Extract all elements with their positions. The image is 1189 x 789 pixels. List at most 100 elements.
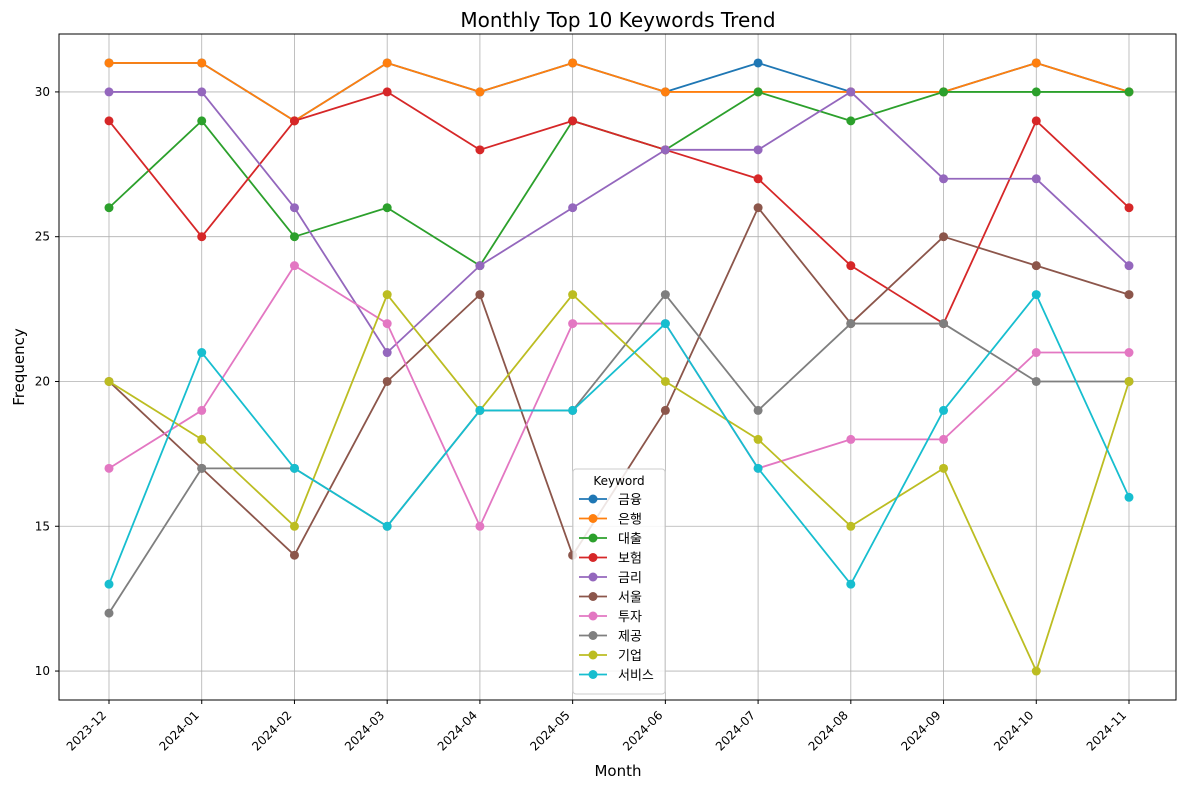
y-tick-label: 30 <box>35 85 50 99</box>
data-point <box>753 463 763 473</box>
legend-item: 제공 <box>579 630 642 645</box>
legend-marker <box>588 670 598 679</box>
data-point <box>289 521 299 531</box>
legend-label: 대출 <box>618 532 642 547</box>
data-point <box>289 261 299 271</box>
data-point <box>939 405 949 415</box>
legend-item: 금리 <box>579 571 642 586</box>
data-point <box>104 203 114 213</box>
legend-item: 기업 <box>579 649 642 664</box>
data-point <box>753 145 763 155</box>
data-point <box>1031 376 1041 386</box>
data-point <box>382 521 392 531</box>
data-point <box>1031 261 1041 271</box>
y-tick-label: 15 <box>35 519 50 533</box>
data-point <box>846 579 856 589</box>
legend-label: 보험 <box>618 552 642 567</box>
data-point <box>846 87 856 97</box>
data-point <box>1124 203 1134 213</box>
data-point <box>939 87 949 97</box>
data-point <box>939 232 949 242</box>
data-point <box>1031 87 1041 97</box>
data-point <box>475 290 485 300</box>
data-point <box>382 348 392 358</box>
data-point <box>382 58 392 68</box>
data-point <box>1124 348 1134 358</box>
legend-item: 서울 <box>579 591 642 606</box>
legend-label: 금리 <box>618 571 642 586</box>
data-point <box>660 145 670 155</box>
data-point <box>475 87 485 97</box>
legend-item: 투자 <box>579 610 642 625</box>
data-point <box>104 608 114 618</box>
y-axis-label: Frequency <box>10 328 28 406</box>
data-point <box>289 232 299 242</box>
data-point <box>568 116 578 126</box>
series-line <box>108 91 1130 325</box>
legend-marker <box>588 592 598 601</box>
legend-label: 은행 <box>618 512 642 528</box>
legend-marker <box>588 553 598 562</box>
data-point <box>846 116 856 126</box>
legend-item: 금융 <box>579 493 642 508</box>
legend-label: 금융 <box>618 493 642 508</box>
legend-marker <box>588 533 598 543</box>
legend-item: 보험 <box>579 552 642 567</box>
data-point <box>197 58 207 68</box>
y-tick-label: 25 <box>35 230 50 244</box>
series-group <box>104 58 1134 676</box>
data-point <box>568 319 578 329</box>
chart-title: Monthly Top 10 Keywords Trend <box>460 8 775 32</box>
data-point <box>197 232 207 242</box>
legend-label: 서울 <box>618 591 642 606</box>
series-line <box>108 293 1130 586</box>
data-point <box>1031 348 1041 358</box>
legend-title: Keyword <box>593 474 644 488</box>
data-point <box>568 58 578 68</box>
series-line <box>109 91 1130 354</box>
data-point <box>568 290 578 300</box>
data-point <box>846 434 856 444</box>
data-point <box>846 521 856 531</box>
data-point <box>846 261 856 271</box>
series-line <box>108 293 1129 614</box>
data-point <box>1031 58 1041 68</box>
series-line <box>108 264 1129 528</box>
data-point <box>939 174 949 184</box>
data-point <box>1124 261 1134 271</box>
legend-marker <box>588 650 598 660</box>
data-point <box>104 463 114 473</box>
legend-label: 서비스 <box>618 669 654 684</box>
data-point <box>289 203 299 213</box>
y-tick-label: 10 <box>35 664 50 678</box>
data-point <box>660 405 670 415</box>
data-point <box>846 319 856 329</box>
data-point <box>568 405 578 415</box>
data-point <box>1031 116 1041 126</box>
plot-area <box>58 33 1177 701</box>
data-point <box>197 116 207 126</box>
data-point <box>289 550 299 560</box>
data-point <box>197 463 207 473</box>
data-point <box>289 116 299 126</box>
legend-item: 대출 <box>579 532 642 547</box>
legend-label: 제공 <box>618 630 642 645</box>
series-금리 <box>104 87 1134 358</box>
data-point <box>104 58 114 68</box>
legend-marker <box>588 494 598 504</box>
legend-marker <box>588 631 598 640</box>
y-axis-ticks: 10 15 20 25 30 <box>35 85 59 678</box>
y-tick-label: 20 <box>35 374 50 388</box>
legend-marker <box>588 514 598 523</box>
data-point <box>475 521 485 531</box>
data-point <box>753 203 763 213</box>
data-point <box>104 579 114 589</box>
data-point <box>660 87 670 97</box>
legend-label: 투자 <box>618 610 642 625</box>
data-point <box>475 145 485 155</box>
data-point <box>382 376 392 386</box>
data-point <box>939 319 949 329</box>
legend-marker <box>588 572 598 582</box>
